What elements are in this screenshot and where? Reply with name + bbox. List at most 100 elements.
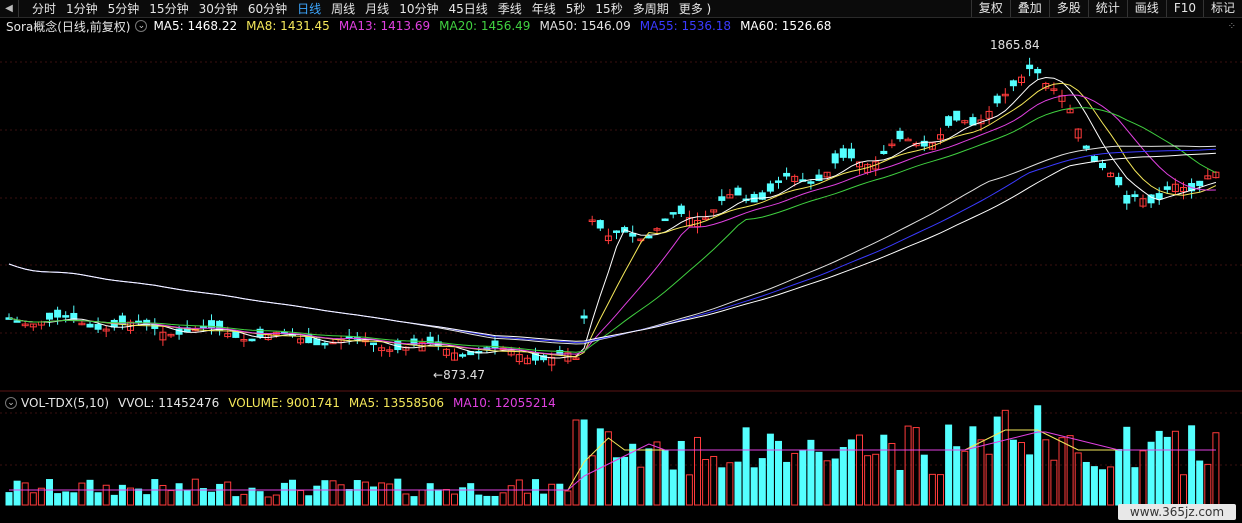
candle-body <box>523 357 531 365</box>
volume-bar <box>272 494 280 506</box>
tool-button-4[interactable]: 画线 <box>1126 0 1166 17</box>
tool-button-6[interactable]: 标记 <box>1202 0 1242 17</box>
candle-body <box>442 348 450 356</box>
volume-bar <box>102 484 110 506</box>
candle-body <box>232 330 240 338</box>
period-tab-3[interactable]: 15分钟 <box>149 2 189 16</box>
period-tab-14[interactable]: 15秒 <box>595 2 623 16</box>
period-tab-15[interactable]: 多周期 <box>632 2 669 16</box>
volume-bar <box>1050 459 1058 506</box>
period-tab-6[interactable]: 日线 <box>297 2 322 16</box>
volume-bar <box>86 479 94 506</box>
volume-bar <box>305 495 313 506</box>
volume-bar <box>1115 448 1123 506</box>
volume-bar <box>264 496 272 506</box>
period-tab-2[interactable]: 5分钟 <box>107 2 140 16</box>
volume-bar <box>532 479 539 506</box>
volume-bar <box>961 450 969 506</box>
volume-bar <box>1204 463 1212 506</box>
period-toolbar: ◀ 分时 1分钟 5分钟 15分钟 30分钟 60分钟 日线 周线 月线 10分钟 45日线 季线 年线… <box>0 0 1242 18</box>
dropdown-icon[interactable]: ⌄ <box>135 20 148 32</box>
volume-bar <box>1147 441 1155 506</box>
volume-bar <box>872 453 880 506</box>
volume-bar <box>1107 466 1115 506</box>
candle-body <box>815 174 823 181</box>
candle-body <box>823 171 831 178</box>
period-tab-10[interactable]: 45日线 <box>448 2 488 16</box>
candle-body <box>1099 162 1106 169</box>
period-tab-5[interactable]: 60分钟 <box>247 2 288 16</box>
volume-bar <box>94 492 102 506</box>
settings-dots-icon[interactable]: ⁘ <box>1227 21 1236 32</box>
period-tab-8[interactable]: 月线 <box>365 2 390 16</box>
volume-bar <box>904 425 912 506</box>
period-tab-11[interactable]: 季线 <box>497 2 522 16</box>
volume-bar <box>110 494 118 506</box>
volume-bar <box>151 479 159 506</box>
volume-legend-0: VVOL: 11452476 <box>118 396 220 410</box>
candle-body <box>839 148 847 158</box>
tool-button-3[interactable]: 统计 <box>1087 0 1127 17</box>
candle-body <box>937 134 944 140</box>
candle-body <box>953 110 961 121</box>
volume-bar <box>556 483 564 506</box>
volume-bar <box>758 458 766 506</box>
tool-button-1[interactable]: 叠加 <box>1009 0 1049 17</box>
period-tab-7[interactable]: 周线 <box>331 2 356 16</box>
candle-body <box>945 116 953 126</box>
period-tab-12[interactable]: 年线 <box>531 2 556 16</box>
volume-bar <box>613 457 620 506</box>
tool-button-5[interactable]: F10 <box>1165 0 1203 17</box>
volume-bar <box>321 480 329 506</box>
volume-bar <box>159 484 167 506</box>
volume-bar <box>985 453 993 506</box>
period-tab-16[interactable]: 更多 ) <box>678 2 712 16</box>
candle-body <box>167 333 175 337</box>
period-tab-0[interactable]: 分时 <box>32 2 57 16</box>
volume-bar <box>135 488 143 506</box>
volume-legend-1: VOLUME: 9001741 <box>228 396 340 410</box>
volume-bar <box>175 483 183 506</box>
volume-bar <box>604 431 612 506</box>
ma-legend-3: MA20: 1456.49 <box>439 19 531 33</box>
period-tab-13[interactable]: 5秒 <box>565 2 586 16</box>
candle-body <box>70 312 78 320</box>
volume-bar <box>191 478 199 506</box>
period-tab-9[interactable]: 10分钟 <box>399 2 439 16</box>
tool-button-2[interactable]: 多股 <box>1048 0 1088 17</box>
volume-bar <box>426 483 434 506</box>
volume-bar <box>118 484 126 506</box>
ma-legend-5: MA55: 1536.18 <box>639 19 732 33</box>
ma-line-50 <box>8 145 1216 345</box>
tool-button-0[interactable]: 复权 <box>970 0 1010 17</box>
volume-bar <box>928 473 936 506</box>
volume-bar <box>791 452 799 506</box>
volume-bar <box>280 482 288 506</box>
period-tabs: 分时 1分钟 5分钟 15分钟 30分钟 60分钟 日线 周线 月线 10分钟 45日线 季线 年线 5秒… <box>27 0 716 17</box>
volume-bar <box>645 448 653 506</box>
candle-body <box>596 220 604 229</box>
volume-bar <box>799 449 807 506</box>
candle-body <box>993 95 1001 104</box>
volume-bar <box>588 455 596 506</box>
dropdown-icon[interactable]: ⌄ <box>5 397 17 409</box>
candle-body <box>248 338 256 342</box>
volume-bar <box>483 495 491 506</box>
volume-bar <box>353 480 361 506</box>
volume-bar <box>5 492 13 506</box>
collapse-icon[interactable]: ◀ <box>0 0 19 17</box>
candle-body <box>1131 194 1139 198</box>
candle-body <box>491 340 499 349</box>
period-tab-4[interactable]: 30分钟 <box>198 2 238 16</box>
period-tab-1[interactable]: 1分钟 <box>66 2 98 16</box>
candle-body <box>1050 88 1058 91</box>
volume-indicator-name: VOL-TDX(5,10) <box>21 396 110 410</box>
low-annotation: ←873.47 <box>433 368 486 382</box>
volume-bar <box>329 480 337 506</box>
ma-line-55 <box>8 148 1216 344</box>
candle-body <box>726 194 734 199</box>
candle-body <box>426 336 434 344</box>
volume-bar <box>726 462 734 506</box>
volume-bar <box>807 439 815 506</box>
